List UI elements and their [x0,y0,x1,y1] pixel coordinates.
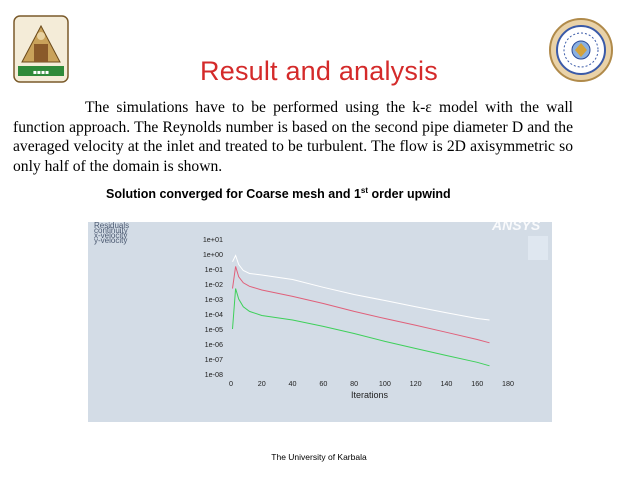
university-logo-left: ▪▪▪▪ [13,15,69,83]
body-paragraph-text: The simulations have to be performed usi… [13,99,573,175]
x-axis-label: Iterations [351,390,389,400]
svg-text:▪▪▪▪: ▪▪▪▪ [33,69,49,76]
ansys-watermark: ANSYS [491,222,541,233]
y-tick-label: 1e+01 [203,235,223,244]
y-tick-label: 1e-01 [205,265,223,274]
x-tick-label: 80 [350,379,358,388]
x-tick-label: 120 [410,379,422,388]
college-seal-right [549,18,613,82]
x-tick-label: 40 [289,379,297,388]
x-tick-label: 140 [440,379,452,388]
caption-superscript: st [360,186,369,195]
y-tick-label: 1e+00 [203,250,223,259]
series-line-continuity [232,254,490,321]
legend-entry-continuity: continuity [94,226,128,235]
x-tick-label: 20 [258,379,266,388]
x-tick-label: 180 [502,379,514,388]
series-line-x-velocity [232,266,490,344]
y-tick-label: 1e-06 [205,340,223,349]
footer-text: The University of Karbala [271,452,367,462]
body-paragraph: The simulations have to be performed usi… [13,98,573,176]
legend-entry-x-velocity: x-velocity [94,231,127,240]
x-tick-label: 100 [379,379,391,388]
caption-tail: order upwind [368,187,451,202]
x-tick-label: 60 [319,379,327,388]
y-tick-label: 1e-05 [205,325,223,334]
y-tick-label: 1e-02 [205,280,223,289]
caption-main: Solution converged for Coarse mesh and 1 [106,187,361,202]
legend-title: Residuals [94,222,129,230]
x-tick-label: 160 [471,379,483,388]
legend-entry-y-velocity: y-velocity [94,236,127,245]
y-tick-label: 1e-08 [205,370,223,379]
y-tick-label: 1e-03 [205,295,223,304]
slide-title: Result and analysis [200,56,438,86]
y-tick-label: 1e-04 [205,310,223,319]
y-tick-label: 1e-07 [205,355,223,364]
watermark-panel [528,236,548,260]
residuals-chart-svg: ANSYS Residualscontinuityx-velocityy-velo… [88,222,552,422]
series-line-y-velocity [232,288,490,367]
plot-caption: Solution converged for Coarse mesh and 1… [106,186,451,201]
x-tick-label: 0 [229,379,233,388]
residuals-plot: ANSYS Residuals continuity x-velocity y-velo… [88,222,552,422]
plot-background [88,222,552,422]
